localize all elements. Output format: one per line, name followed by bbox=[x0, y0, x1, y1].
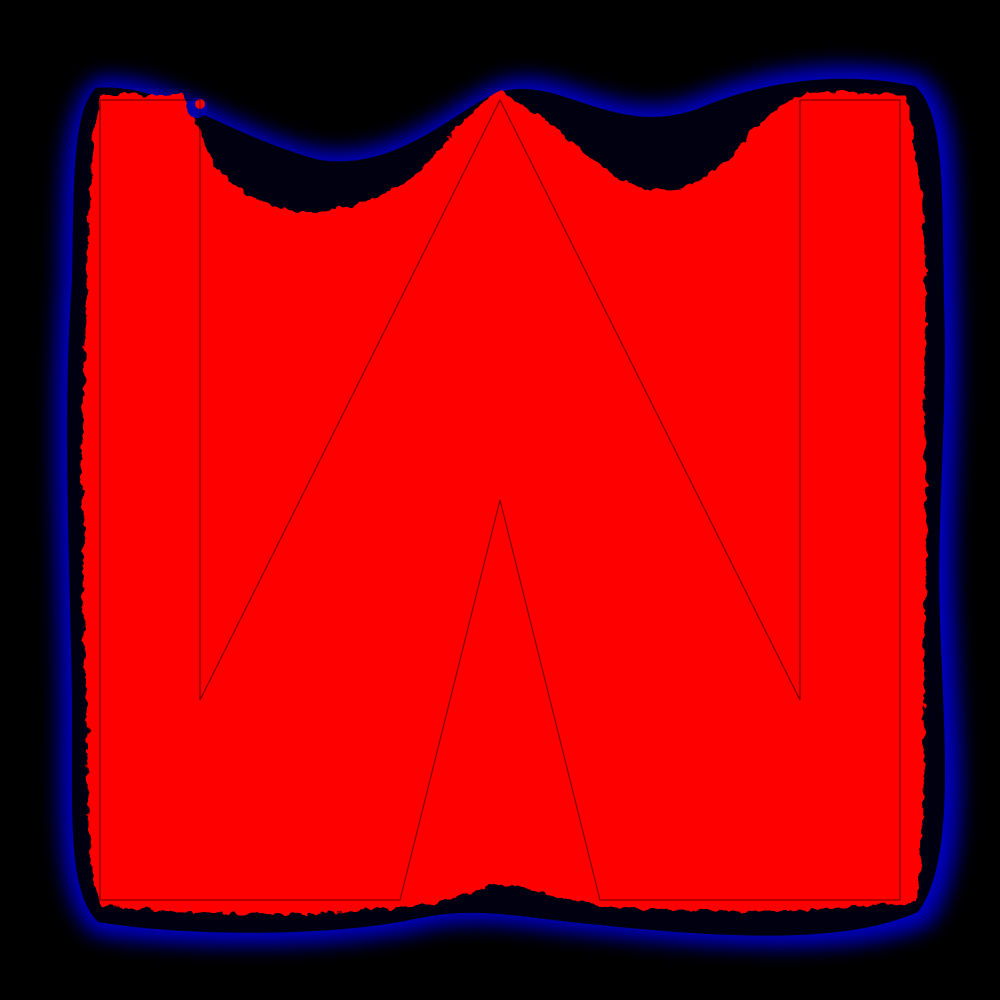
outline-figure bbox=[99, 98, 901, 901]
outer-frame-line bbox=[99, 98, 901, 901]
red-interior bbox=[82, 92, 927, 914]
